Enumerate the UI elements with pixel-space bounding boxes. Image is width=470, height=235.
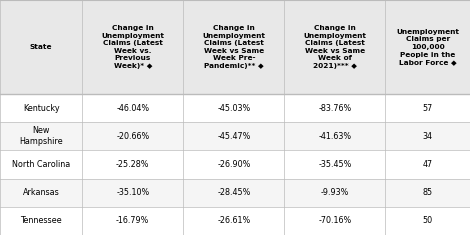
Text: -26.90%: -26.90% (217, 160, 251, 169)
Text: Arkansas: Arkansas (23, 188, 60, 197)
Bar (0, 150, 470, 179)
Text: Kentucky: Kentucky (23, 104, 59, 113)
Bar (0, 207, 470, 235)
Bar (0, 0, 470, 94)
Text: -16.79%: -16.79% (116, 216, 149, 225)
Text: Change in
Unemployment
Claims (Latest
Week vs Same
Week Pre-
Pandemic)** ◆: Change in Unemployment Claims (Latest We… (202, 25, 266, 69)
Text: -9.93%: -9.93% (321, 188, 349, 197)
Text: -25.28%: -25.28% (116, 160, 149, 169)
Bar (0, 94, 470, 122)
Text: -35.45%: -35.45% (318, 160, 352, 169)
Text: 57: 57 (423, 104, 433, 113)
Text: -45.03%: -45.03% (217, 104, 251, 113)
Text: Unemployment
Claims per
100,000
People in the
Labor Force ◆: Unemployment Claims per 100,000 People i… (396, 29, 459, 65)
Text: Tennessee: Tennessee (20, 216, 62, 225)
Text: -35.10%: -35.10% (116, 188, 149, 197)
Text: North Carolina: North Carolina (12, 160, 70, 169)
Bar (0, 122, 470, 150)
Text: -28.45%: -28.45% (217, 188, 251, 197)
Text: -41.63%: -41.63% (318, 132, 352, 141)
Text: -45.47%: -45.47% (217, 132, 251, 141)
Text: State: State (30, 44, 52, 50)
Bar (0, 179, 470, 207)
Text: -70.16%: -70.16% (318, 216, 352, 225)
Text: -83.76%: -83.76% (318, 104, 352, 113)
Text: Change in
Unemployment
Claims (Latest
Week vs Same
Week of
2021)*** ◆: Change in Unemployment Claims (Latest We… (303, 25, 367, 69)
Text: -26.61%: -26.61% (217, 216, 251, 225)
Text: 50: 50 (423, 216, 433, 225)
Text: New
Hampshire: New Hampshire (19, 126, 63, 146)
Text: 85: 85 (423, 188, 433, 197)
Text: 34: 34 (423, 132, 433, 141)
Text: 47: 47 (423, 160, 433, 169)
Text: Change in
Unemployment
Claims (Latest
Week vs.
Previous
Week)* ◆: Change in Unemployment Claims (Latest We… (101, 25, 164, 69)
Text: -46.04%: -46.04% (116, 104, 149, 113)
Text: -20.66%: -20.66% (116, 132, 149, 141)
